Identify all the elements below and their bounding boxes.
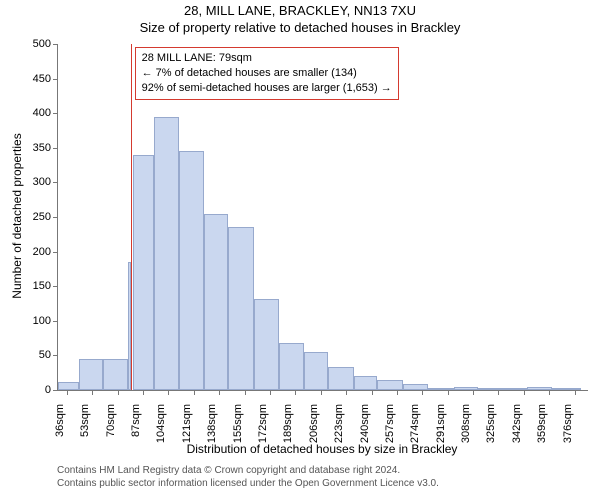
y-tick-label: 350	[23, 142, 51, 154]
histogram-bar	[279, 343, 304, 390]
y-tick-label: 0	[23, 384, 51, 396]
x-tick	[448, 390, 449, 395]
annotation-box: 28 MILL LANE: 79sqm← 7% of detached hous…	[135, 47, 399, 100]
histogram-bar	[254, 299, 279, 390]
chart-title-address: 28, MILL LANE, BRACKLEY, NN13 7XU	[0, 3, 600, 18]
x-tick-label: 36sqm	[54, 404, 66, 437]
reference-line	[131, 44, 132, 390]
x-tick-label: 325sqm	[485, 404, 497, 443]
y-tick	[53, 286, 58, 287]
histogram-bar	[179, 151, 204, 390]
x-tick	[270, 390, 271, 395]
x-tick	[321, 390, 322, 395]
x-tick-label: 359sqm	[536, 404, 548, 443]
x-tick-label: 376sqm	[562, 404, 574, 443]
x-tick-label: 172sqm	[257, 404, 269, 443]
x-tick-label: 87sqm	[130, 404, 142, 437]
y-tick-label: 300	[23, 176, 51, 188]
x-tick	[245, 390, 246, 395]
y-tick	[53, 252, 58, 253]
y-tick-label: 150	[23, 280, 51, 292]
x-tick	[422, 390, 423, 395]
footer-line2: Contains public sector information licen…	[57, 477, 439, 490]
x-tick	[498, 390, 499, 395]
x-tick	[524, 390, 525, 395]
annotation-smaller: ← 7% of detached houses are smaller (134…	[142, 66, 392, 81]
y-tick	[53, 355, 58, 356]
y-tick	[53, 217, 58, 218]
y-tick-label: 500	[23, 38, 51, 50]
x-tick	[67, 390, 68, 395]
annotation-title: 28 MILL LANE: 79sqm	[142, 51, 392, 66]
y-tick-label: 450	[23, 73, 51, 85]
x-tick	[118, 390, 119, 395]
x-tick-label: 257sqm	[384, 404, 396, 443]
y-tick	[53, 44, 58, 45]
x-tick	[372, 390, 373, 395]
y-tick-label: 250	[23, 211, 51, 223]
histogram-bar	[133, 155, 154, 390]
chart-container: 28, MILL LANE, BRACKLEY, NN13 7XU Size o…	[0, 0, 600, 500]
x-tick-label: 206sqm	[308, 404, 320, 443]
y-tick-label: 200	[23, 246, 51, 258]
y-tick-label: 100	[23, 315, 51, 327]
histogram-bar	[304, 352, 328, 390]
y-tick	[53, 321, 58, 322]
x-tick-label: 240sqm	[359, 404, 371, 443]
footer-line1: Contains HM Land Registry data © Crown c…	[57, 464, 439, 477]
x-tick-label: 104sqm	[155, 404, 167, 443]
x-tick-label: 291sqm	[435, 404, 447, 443]
footer-attribution: Contains HM Land Registry data © Crown c…	[57, 464, 439, 490]
x-axis-label: Distribution of detached houses by size …	[57, 442, 587, 456]
histogram-bar	[403, 384, 428, 390]
y-tick	[53, 113, 58, 114]
y-tick-label: 50	[23, 349, 51, 361]
histogram-bar	[154, 117, 179, 390]
histogram-bar	[79, 359, 103, 390]
histogram-bar	[103, 359, 128, 390]
x-tick-label: 189sqm	[282, 404, 294, 443]
histogram-bar	[428, 388, 453, 390]
histogram-bar	[552, 388, 580, 390]
histogram-bar	[328, 367, 353, 390]
x-tick-label: 223sqm	[333, 404, 345, 443]
x-tick	[194, 390, 195, 395]
y-tick	[53, 182, 58, 183]
y-tick	[53, 79, 58, 80]
x-tick	[92, 390, 93, 395]
x-tick-label: 53sqm	[79, 404, 91, 437]
x-tick	[473, 390, 474, 395]
x-tick	[346, 390, 347, 395]
x-tick-label: 308sqm	[460, 404, 472, 443]
y-tick	[53, 390, 58, 391]
y-axis-label: Number of detached properties	[10, 116, 24, 316]
x-tick	[397, 390, 398, 395]
histogram-bar	[58, 382, 79, 390]
histogram-bar	[228, 227, 253, 390]
x-tick	[219, 390, 220, 395]
annotation-larger: 92% of semi-detached houses are larger (…	[142, 81, 392, 96]
x-tick	[549, 390, 550, 395]
chart-subtitle: Size of property relative to detached ho…	[0, 20, 600, 35]
x-tick	[575, 390, 576, 395]
x-tick	[143, 390, 144, 395]
x-tick-label: 274sqm	[409, 404, 421, 443]
histogram-bar	[377, 380, 402, 390]
x-tick-label: 70sqm	[105, 404, 117, 437]
x-tick-label: 155sqm	[232, 404, 244, 443]
y-tick-label: 400	[23, 107, 51, 119]
histogram-bar	[204, 214, 228, 390]
x-tick-label: 138sqm	[206, 404, 218, 443]
x-tick	[168, 390, 169, 395]
y-tick	[53, 148, 58, 149]
x-tick	[295, 390, 296, 395]
histogram-bar	[354, 376, 378, 390]
x-tick-label: 342sqm	[511, 404, 523, 443]
x-tick-label: 121sqm	[181, 404, 193, 443]
